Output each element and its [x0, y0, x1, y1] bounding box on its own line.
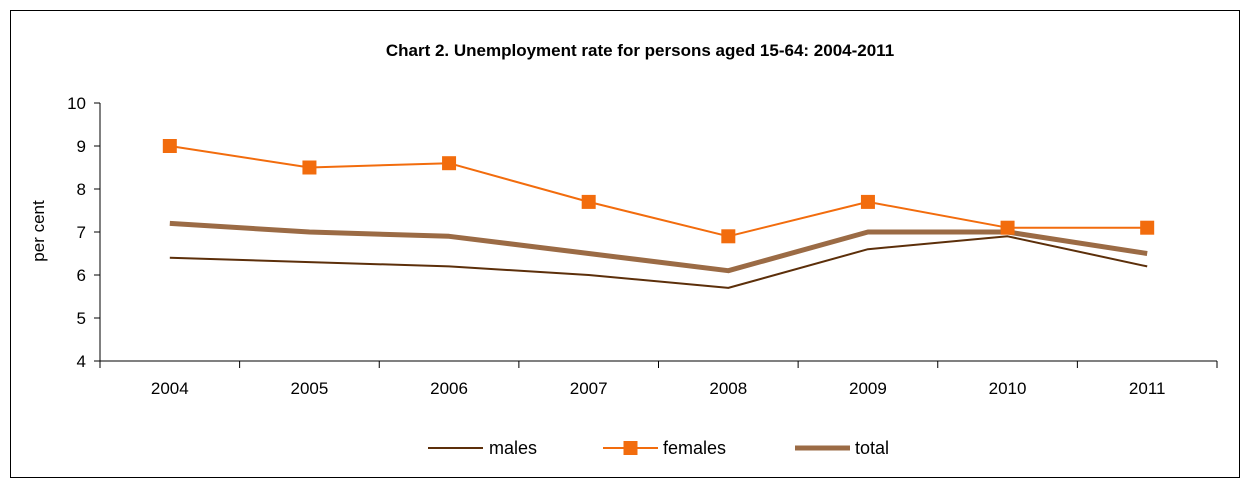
x-tick-label: 2010 [989, 379, 1027, 398]
data-point-females [860, 194, 875, 209]
legend-label-males: males [489, 438, 537, 458]
legend: males females total [428, 438, 889, 458]
y-tick-label: 8 [77, 180, 86, 199]
data-point-females [581, 194, 596, 209]
data-point-females [1140, 220, 1155, 235]
data-point-females [721, 229, 736, 244]
x-tick-label: 2005 [291, 379, 329, 398]
x-tick-label: 2006 [430, 379, 468, 398]
x-tick-label: 2008 [709, 379, 747, 398]
legend-label-females: females [663, 438, 726, 458]
legend-marker-females [623, 441, 638, 455]
series-line-total [169, 220, 1148, 274]
y-tick-label: 7 [77, 223, 86, 242]
data-point-females [302, 160, 317, 175]
chart-frame [10, 10, 1240, 478]
x-tick-label: 2011 [1129, 379, 1166, 398]
series-line-males [169, 235, 1148, 289]
y-tick-label: 10 [67, 94, 86, 113]
axes: 4 5 6 7 8 9 10 2004 2005 2006 2007 2008 2009 2010 2011 [67, 94, 1218, 398]
legend-label-total: total [855, 438, 889, 458]
x-tick-label: 2004 [151, 379, 189, 398]
y-tick-label: 6 [77, 266, 86, 285]
y-tick-label: 5 [77, 309, 86, 328]
series-line-females [169, 145, 1148, 238]
data-point-females [1000, 220, 1015, 235]
chart-title: Chart 2. Unemployment rate for persons a… [386, 41, 894, 60]
y-axis-label: per cent [29, 200, 48, 262]
x-tick-label: 2007 [570, 379, 608, 398]
data-point-females [442, 156, 457, 171]
x-tick-label: 2009 [849, 379, 887, 398]
y-tick-label: 4 [77, 352, 86, 371]
y-tick-label: 9 [77, 137, 86, 156]
series-layer [162, 139, 1155, 289]
data-point-females [162, 139, 177, 153]
